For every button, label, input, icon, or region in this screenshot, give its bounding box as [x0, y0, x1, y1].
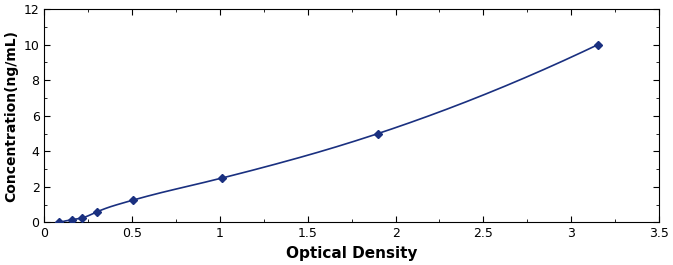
Y-axis label: Concentration(ng/mL): Concentration(ng/mL)	[4, 30, 18, 202]
X-axis label: Optical Density: Optical Density	[286, 246, 417, 261]
